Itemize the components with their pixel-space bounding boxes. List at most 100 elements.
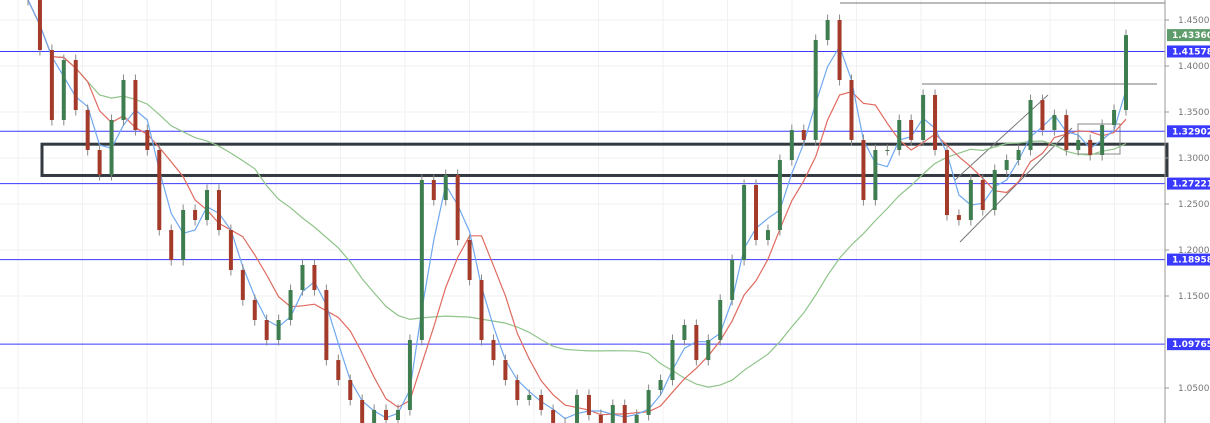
candle-body bbox=[742, 184, 747, 261]
candle-body bbox=[1040, 100, 1045, 131]
candle-body bbox=[1100, 124, 1105, 155]
candle-body bbox=[944, 149, 949, 216]
candle-body bbox=[813, 39, 818, 140]
candle-body bbox=[682, 324, 687, 340]
level-price-label: 1.27221 bbox=[1172, 180, 1210, 190]
candle-body bbox=[121, 79, 126, 121]
moving-averages bbox=[27, 0, 1127, 420]
candle-body bbox=[1076, 139, 1081, 150]
candle-body bbox=[622, 405, 627, 423]
candle-body bbox=[216, 190, 221, 231]
level-price-label: 1.41578 bbox=[1172, 47, 1210, 57]
candle-body bbox=[1052, 115, 1057, 131]
level-price-label: 1.32902 bbox=[1172, 127, 1210, 137]
candle-body bbox=[312, 264, 317, 291]
candle-body bbox=[133, 79, 138, 131]
candle-body bbox=[909, 120, 914, 140]
candle-body bbox=[1088, 139, 1093, 155]
level-price-label: 1.18958 bbox=[1172, 256, 1210, 266]
candle-body bbox=[491, 339, 496, 361]
candle-body bbox=[575, 394, 579, 423]
candle-body bbox=[658, 379, 663, 391]
support-resistance-zone bbox=[40, 142, 1169, 177]
candle-body bbox=[1064, 115, 1069, 150]
candle-body bbox=[372, 409, 377, 423]
candle-body bbox=[85, 109, 90, 150]
candle-body bbox=[1124, 35, 1128, 110]
candle-body bbox=[789, 130, 794, 161]
candle-body bbox=[670, 339, 675, 380]
candle-body bbox=[718, 299, 723, 340]
candle-body bbox=[276, 320, 281, 340]
axis-tick-label: 1.15000 bbox=[1178, 292, 1210, 302]
candle-body bbox=[73, 60, 78, 110]
candle-body bbox=[1004, 160, 1009, 170]
last-price-label-bg bbox=[1167, 29, 1210, 42]
moving-average-line bbox=[27, 0, 1127, 420]
candle-body bbox=[897, 120, 902, 150]
candle-body bbox=[837, 20, 842, 80]
price-axis[interactable]: 1.45000 1.40000 1.35000 1.30000 1.25000 1.200… bbox=[1164, 0, 1210, 423]
level-price-label-bg bbox=[1167, 177, 1210, 190]
candle-body bbox=[598, 414, 603, 423]
axis-tick-label: 1.05000 bbox=[1178, 384, 1210, 394]
last-price-label: 1.43360 bbox=[1172, 31, 1210, 41]
axis-tick-label: 1.25000 bbox=[1178, 200, 1210, 210]
candle-body bbox=[921, 94, 926, 140]
candle-body bbox=[240, 269, 245, 300]
candle-body bbox=[527, 394, 532, 400]
candle-body bbox=[754, 184, 759, 240]
candle-body bbox=[109, 120, 114, 176]
candle-body bbox=[646, 390, 651, 415]
candle-body bbox=[61, 60, 66, 121]
candle-body bbox=[455, 175, 460, 240]
axis-tick-label: 1.20000 bbox=[1178, 246, 1210, 256]
candle-body bbox=[479, 279, 484, 340]
candle-body bbox=[360, 399, 365, 423]
candle-body bbox=[694, 324, 699, 361]
candle-body bbox=[264, 320, 269, 340]
level-price-label-bg bbox=[1167, 253, 1210, 266]
candle-body bbox=[551, 409, 556, 423]
candle-body bbox=[336, 360, 341, 380]
candle-body bbox=[181, 209, 186, 261]
candles bbox=[26, 0, 1128, 423]
candle-body bbox=[992, 169, 997, 210]
candle-body bbox=[395, 409, 400, 421]
moving-average-line bbox=[27, 0, 1127, 416]
candle-body bbox=[1112, 109, 1117, 125]
candle-body bbox=[467, 239, 472, 280]
candle-body bbox=[885, 149, 890, 151]
candle-body bbox=[49, 49, 54, 121]
candle-body bbox=[419, 179, 424, 340]
candle-body bbox=[169, 230, 174, 261]
candle-body bbox=[157, 149, 162, 231]
candle-body bbox=[610, 405, 615, 423]
candle-body bbox=[515, 379, 520, 400]
candle-body bbox=[861, 139, 866, 201]
candle-body bbox=[97, 149, 102, 176]
candle-body bbox=[539, 394, 544, 410]
candle-body bbox=[193, 209, 198, 221]
candle-body bbox=[634, 414, 639, 423]
moving-average-line bbox=[27, 0, 1127, 388]
candle-body bbox=[228, 230, 233, 270]
candle-body bbox=[300, 264, 305, 291]
channel-lower-line bbox=[959, 127, 1073, 243]
axis-tick-label: 1.40000 bbox=[1178, 62, 1210, 72]
level-price-label-bg bbox=[1167, 125, 1210, 138]
candle-body bbox=[407, 339, 412, 410]
candle-body bbox=[348, 379, 353, 400]
candle-body bbox=[968, 179, 973, 221]
candle-body bbox=[933, 94, 938, 150]
candle-body bbox=[825, 20, 830, 40]
candle-body bbox=[801, 130, 806, 140]
candle-body bbox=[1016, 149, 1021, 161]
level-price-label: 1.09765 bbox=[1172, 340, 1210, 350]
candle-body bbox=[252, 299, 257, 321]
level-price-label-bg bbox=[1167, 45, 1210, 58]
drawings bbox=[0, 2, 1169, 345]
candle-body bbox=[384, 409, 389, 421]
candle-body bbox=[873, 149, 878, 201]
